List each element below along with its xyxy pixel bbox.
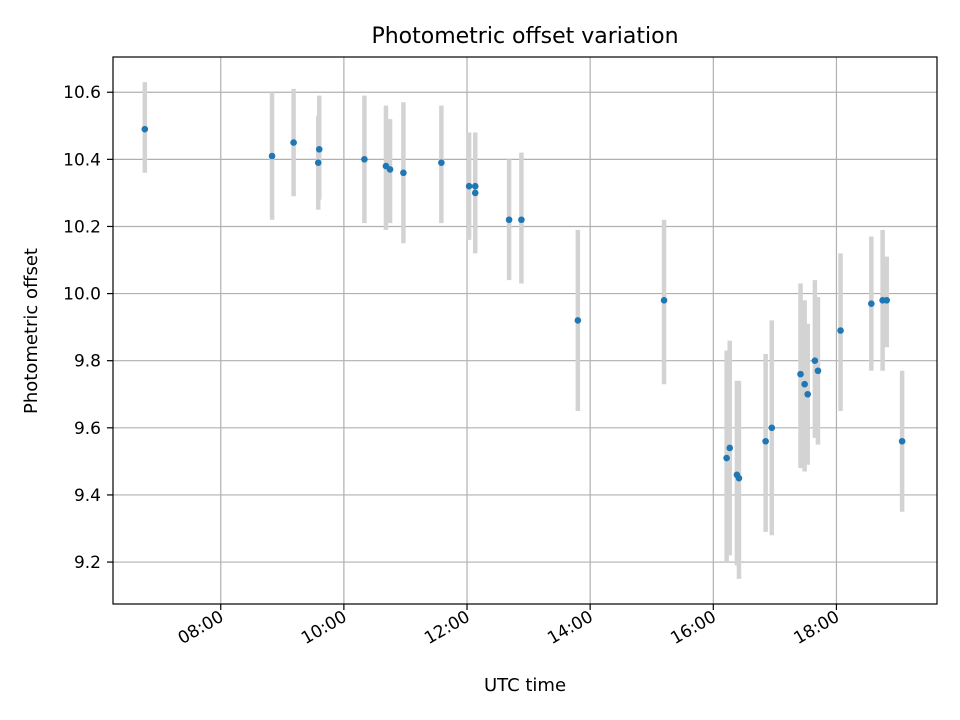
y-tick-label: 9.2 <box>74 553 101 573</box>
data-points <box>141 125 906 482</box>
data-point <box>768 424 776 432</box>
data-point <box>361 156 368 163</box>
data-point <box>801 380 808 388</box>
data-point <box>268 152 276 160</box>
data-point <box>465 182 473 190</box>
data-point <box>400 169 407 177</box>
y-tick-label: 9.4 <box>74 486 101 506</box>
data-point <box>290 139 297 146</box>
x-tick-label: 08:00 <box>175 607 227 649</box>
data-point <box>471 189 479 197</box>
data-point <box>797 370 804 378</box>
plot-area-frame <box>112 56 938 605</box>
x-tick-label: 16:00 <box>667 607 719 649</box>
y-tick-label: 10.4 <box>63 150 101 170</box>
data-point <box>898 437 906 445</box>
data-point <box>735 474 743 482</box>
x-tick-label: 18:00 <box>791 607 843 649</box>
data-point <box>471 182 479 190</box>
data-point <box>315 145 323 153</box>
y-tick-label: 10.2 <box>63 217 101 237</box>
x-axis-label: UTC time <box>484 675 566 696</box>
data-point <box>386 166 394 173</box>
data-point <box>314 159 322 167</box>
data-point <box>505 216 513 224</box>
data-point <box>723 454 730 462</box>
data-point <box>883 296 891 304</box>
x-tick-label: 10:00 <box>298 607 350 649</box>
data-point <box>574 317 582 324</box>
y-tick-label: 9.6 <box>74 419 101 439</box>
y-tick-label: 9.8 <box>74 352 101 372</box>
grid-lines <box>113 57 937 604</box>
error-bars <box>142 82 905 579</box>
data-point <box>141 125 149 133</box>
data-point <box>868 300 875 307</box>
data-point <box>726 444 734 452</box>
data-point <box>804 390 812 398</box>
data-point <box>837 327 844 334</box>
data-point <box>762 437 769 445</box>
data-point <box>438 159 445 167</box>
data-point <box>811 357 819 365</box>
data-point <box>814 367 822 375</box>
data-point <box>518 216 525 224</box>
x-tick-label: 12:00 <box>421 607 473 649</box>
y-tick-label: 10.0 <box>63 285 101 305</box>
chart-title: Photometric offset variation <box>371 24 678 49</box>
y-tick-label: 10.6 <box>63 83 101 103</box>
data-point <box>660 296 668 304</box>
x-tick-label: 14:00 <box>544 607 596 649</box>
y-axis-label: Photometric offset <box>21 248 42 414</box>
